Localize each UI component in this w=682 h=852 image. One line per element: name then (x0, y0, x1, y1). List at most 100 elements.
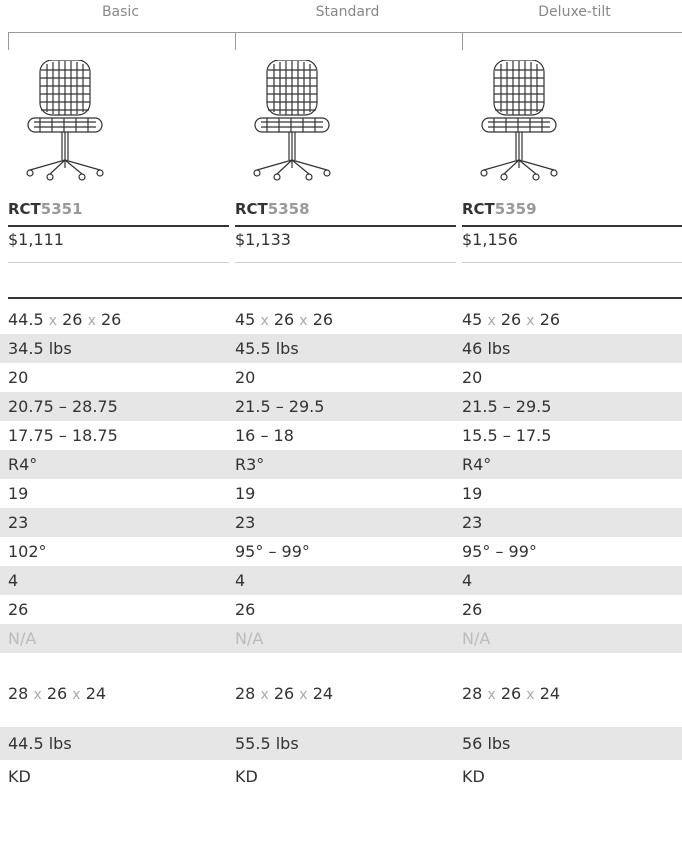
cell: 19 (235, 484, 256, 503)
cell: 95° – 99° (235, 542, 310, 561)
dimension: 28 (235, 684, 256, 703)
separator: x (299, 687, 308, 703)
row-band (0, 392, 682, 421)
cell: R3° (235, 455, 265, 474)
dimension: 28 (8, 684, 29, 703)
section-rule (8, 297, 682, 299)
column-rule (235, 32, 462, 33)
price-rule (8, 262, 229, 263)
cell: 20 (8, 368, 29, 387)
row-band (0, 624, 682, 653)
cell: KD (462, 767, 485, 786)
chair-image (253, 60, 331, 181)
model-prefix: RCT (8, 200, 41, 218)
cell: 44.5 x 26 x 26 (8, 305, 121, 334)
row-band (0, 727, 682, 760)
row-band (0, 566, 682, 595)
cell: N/A (462, 629, 491, 648)
dimension: 26 (500, 684, 522, 703)
cell: KD (8, 767, 31, 786)
model-name: RCT5359 (462, 200, 537, 218)
price-rule (462, 262, 682, 263)
cell: 26 (462, 600, 483, 619)
model-rule (235, 225, 456, 227)
cell: 23 (235, 513, 256, 532)
cell: 26 (8, 600, 29, 619)
cell: 19 (462, 484, 483, 503)
cell: 20 (235, 368, 256, 387)
cell: 46 lbs (462, 339, 511, 358)
dimension: 45 (462, 310, 483, 329)
separator: x (48, 313, 58, 329)
cell: 19 (8, 484, 29, 503)
cell: 15.5 – 17.5 (462, 426, 552, 445)
model-number: 5358 (267, 200, 310, 218)
cell: 95° – 99° (462, 542, 537, 561)
cell: 45 x 26 x 26 (235, 305, 333, 334)
price: $1,156 (462, 230, 518, 249)
cell: 21.5 – 29.5 (462, 397, 552, 416)
cell: 45 x 26 x 26 (462, 305, 560, 334)
cell: N/A (8, 629, 37, 648)
separator: x (526, 313, 535, 329)
cell: 16 – 18 (235, 426, 294, 445)
cell: 20 (462, 368, 483, 387)
column-tick (235, 32, 236, 50)
price: $1,111 (8, 230, 64, 249)
model-rule (8, 225, 229, 227)
chair-image (480, 60, 558, 181)
cell: 23 (8, 513, 29, 532)
model-number: 5359 (494, 200, 537, 218)
separator: x (487, 313, 496, 329)
cell: 21.5 – 29.5 (235, 397, 325, 416)
separator: x (33, 687, 42, 703)
separator: x (260, 687, 269, 703)
column-label: Deluxe-tilt (538, 4, 611, 20)
cell: 17.75 – 18.75 (8, 426, 118, 445)
dimension: 26 (62, 310, 83, 329)
cell: 102° (8, 542, 47, 561)
model-prefix: RCT (462, 200, 495, 218)
cell: R4° (8, 455, 38, 474)
cell: 55.5 lbs (235, 734, 299, 753)
column-rule (462, 32, 682, 33)
column-label: Basic (101, 4, 140, 20)
cell: 20.75 – 28.75 (8, 397, 118, 416)
cell: KD (235, 767, 258, 786)
model-name: RCT5351 (8, 200, 83, 218)
cell: 34.5 lbs (8, 339, 72, 358)
cell: 26 (235, 600, 256, 619)
dimension: 45 (235, 310, 256, 329)
dimension: 24 (85, 684, 107, 703)
dimension: 26 (46, 684, 68, 703)
cell: 4 (462, 571, 473, 590)
price: $1,133 (235, 230, 291, 249)
separator: x (526, 687, 535, 703)
dimension: 44.5 (8, 310, 44, 329)
row-band (0, 334, 682, 363)
cell: 28 x 26 x 24 (8, 661, 106, 727)
price-rule (235, 262, 456, 263)
separator: x (299, 313, 308, 329)
cell: R4° (462, 455, 492, 474)
dimension: 24 (539, 684, 561, 703)
dimension: 26 (273, 684, 295, 703)
separator: x (87, 313, 96, 329)
cell: N/A (235, 629, 264, 648)
column-label: Standard (315, 4, 380, 20)
cell: 28 x 26 x 24 (462, 661, 560, 727)
dimension: 24 (312, 684, 334, 703)
chair-image (26, 60, 104, 181)
cell: 4 (8, 571, 19, 590)
separator: x (487, 687, 496, 703)
cell: 4 (235, 571, 246, 590)
cell: 44.5 lbs (8, 734, 72, 753)
column-tick (462, 32, 463, 50)
dimension: 28 (462, 684, 483, 703)
cell: 56 lbs (462, 734, 511, 753)
dimension: 26 (312, 310, 334, 329)
model-number: 5351 (40, 200, 83, 218)
model-prefix: RCT (235, 200, 268, 218)
column-rule (8, 32, 235, 33)
cell: 28 x 26 x 24 (235, 661, 333, 727)
